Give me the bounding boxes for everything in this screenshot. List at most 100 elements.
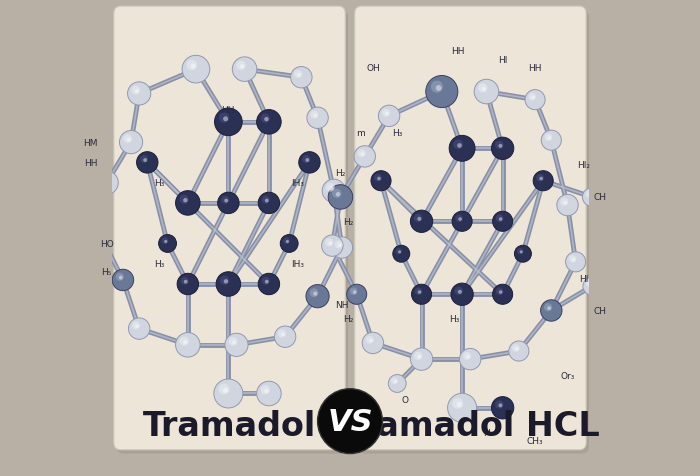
Text: CH: CH [594, 193, 606, 202]
Circle shape [184, 280, 188, 284]
Circle shape [533, 171, 553, 191]
Circle shape [449, 136, 475, 162]
Circle shape [94, 228, 99, 231]
Text: H₃: H₃ [392, 129, 402, 137]
Circle shape [283, 238, 290, 245]
Circle shape [314, 114, 317, 118]
Circle shape [302, 156, 310, 164]
Circle shape [398, 251, 401, 254]
Circle shape [458, 290, 462, 294]
Circle shape [589, 283, 591, 286]
Circle shape [220, 276, 230, 286]
Circle shape [498, 404, 503, 407]
Circle shape [454, 140, 463, 150]
Circle shape [525, 90, 545, 110]
Circle shape [183, 340, 188, 345]
Circle shape [224, 279, 228, 284]
Circle shape [491, 138, 514, 160]
Circle shape [290, 68, 312, 89]
Circle shape [377, 178, 381, 181]
Circle shape [135, 89, 139, 94]
Circle shape [112, 270, 134, 291]
Circle shape [127, 83, 150, 106]
Circle shape [162, 238, 168, 245]
Text: H₃: H₃ [449, 315, 459, 323]
Circle shape [447, 394, 477, 422]
Circle shape [218, 384, 230, 395]
Circle shape [393, 246, 410, 263]
Circle shape [328, 185, 353, 210]
Text: VS: VS [327, 407, 373, 436]
Circle shape [435, 86, 442, 92]
Circle shape [281, 333, 285, 337]
Circle shape [144, 159, 147, 163]
Circle shape [466, 355, 470, 359]
Circle shape [278, 330, 286, 338]
Circle shape [495, 141, 503, 150]
Circle shape [159, 235, 176, 253]
Circle shape [564, 201, 567, 205]
Text: H₃: H₃ [154, 179, 164, 188]
Circle shape [491, 397, 514, 419]
Circle shape [457, 144, 462, 149]
Text: NH: NH [335, 300, 349, 309]
Circle shape [240, 65, 244, 69]
Circle shape [257, 110, 281, 135]
Circle shape [569, 256, 576, 263]
Circle shape [102, 178, 106, 183]
Circle shape [385, 112, 389, 116]
Text: OH: OH [366, 64, 380, 72]
Circle shape [499, 291, 503, 294]
Circle shape [136, 152, 158, 174]
Circle shape [182, 56, 210, 84]
Circle shape [264, 118, 269, 122]
Circle shape [99, 175, 108, 184]
Circle shape [410, 211, 433, 233]
Circle shape [176, 191, 200, 216]
Circle shape [369, 339, 372, 343]
Circle shape [512, 345, 519, 352]
Circle shape [540, 178, 543, 181]
Circle shape [547, 307, 551, 310]
Circle shape [540, 300, 562, 321]
Text: HH: HH [452, 48, 465, 56]
Circle shape [353, 291, 356, 294]
Circle shape [379, 106, 400, 127]
Circle shape [179, 337, 189, 346]
Circle shape [519, 251, 523, 254]
Circle shape [229, 337, 237, 346]
Circle shape [350, 288, 358, 296]
Circle shape [335, 241, 343, 249]
Circle shape [298, 74, 301, 78]
Circle shape [572, 258, 575, 262]
Circle shape [556, 195, 578, 216]
Text: CH₃: CH₃ [527, 436, 543, 445]
Circle shape [360, 153, 365, 157]
Circle shape [566, 252, 586, 272]
Text: HM: HM [83, 139, 98, 147]
Text: HI: HI [579, 274, 589, 283]
Circle shape [265, 199, 269, 203]
Circle shape [412, 285, 432, 305]
Circle shape [463, 352, 471, 360]
Circle shape [127, 138, 131, 142]
Circle shape [232, 58, 257, 82]
Text: H₂: H₂ [344, 315, 354, 323]
Circle shape [321, 236, 343, 257]
Circle shape [264, 389, 269, 393]
Circle shape [305, 159, 309, 163]
Circle shape [410, 348, 433, 370]
Circle shape [583, 278, 601, 296]
Circle shape [307, 108, 328, 129]
Circle shape [181, 277, 189, 285]
Circle shape [223, 388, 228, 393]
Circle shape [135, 325, 139, 328]
Circle shape [262, 277, 270, 285]
Circle shape [190, 64, 196, 69]
Circle shape [223, 117, 228, 122]
Circle shape [545, 134, 552, 142]
Circle shape [493, 212, 512, 232]
Circle shape [88, 221, 109, 242]
Circle shape [528, 94, 536, 101]
Circle shape [455, 215, 463, 223]
